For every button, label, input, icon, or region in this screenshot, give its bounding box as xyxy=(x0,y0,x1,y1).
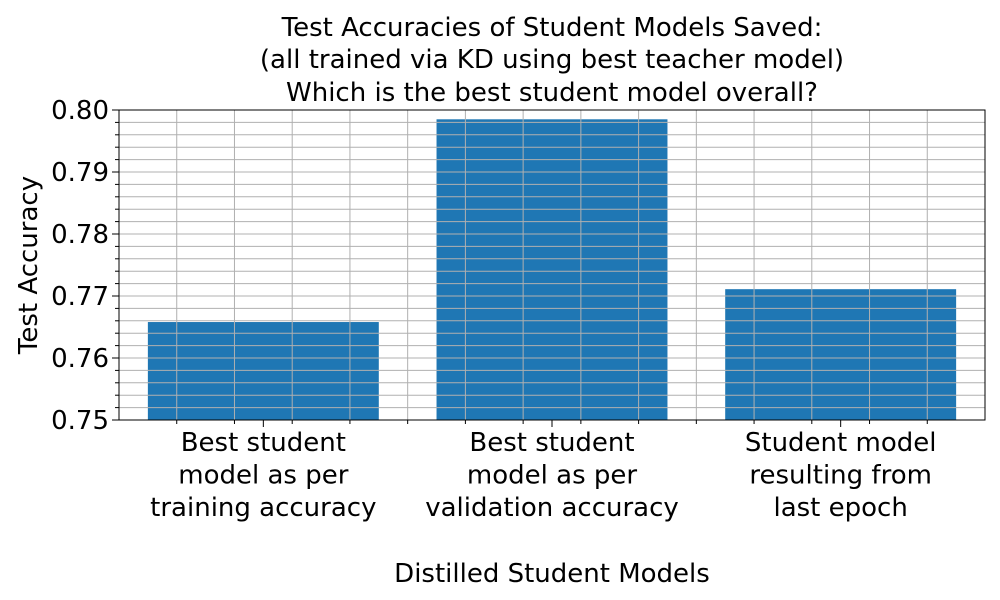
chart-title-line-1: Test Accuracies of Student Models Saved: xyxy=(281,13,823,43)
x-axis-title: Distilled Student Models xyxy=(394,559,710,589)
bar-2 xyxy=(436,119,668,421)
y-axis-title: Test Accuracy xyxy=(14,176,44,355)
y-tick-label: 0.77 xyxy=(51,282,109,312)
x-category-label: model as per xyxy=(178,461,348,491)
x-category-label: Best student xyxy=(469,428,634,458)
x-category-label: Student model xyxy=(745,428,937,458)
x-category-label: last epoch xyxy=(773,493,907,523)
y-tick-label: 0.79 xyxy=(51,158,109,188)
y-tick-label: 0.76 xyxy=(51,344,109,374)
chart-title-line-2: (all trained via KD using best teacher m… xyxy=(260,45,844,75)
chart-title: Test Accuracies of Student Models Saved:… xyxy=(260,13,844,108)
chart-title-line-3: Which is the best student model overall? xyxy=(286,78,818,108)
ticks-layer xyxy=(112,109,928,427)
x-category-label: validation accuracy xyxy=(425,493,679,523)
x-category-label: training accuracy xyxy=(150,493,376,523)
y-tick-labels: 0.75 0.76 0.77 0.78 0.79 0.80 xyxy=(51,96,109,436)
bars-layer xyxy=(147,119,957,421)
x-category-label: resulting from xyxy=(749,461,932,491)
grid-layer xyxy=(119,110,985,420)
x-category-label: model as per xyxy=(467,461,637,491)
y-tick-label: 0.75 xyxy=(51,406,109,436)
y-tick-label: 0.78 xyxy=(51,220,109,250)
x-category-label: Best student xyxy=(181,428,346,458)
plot-frame xyxy=(118,109,986,421)
bar-3 xyxy=(725,289,957,420)
bar-1 xyxy=(147,322,379,420)
y-tick-label: 0.80 xyxy=(51,96,109,126)
